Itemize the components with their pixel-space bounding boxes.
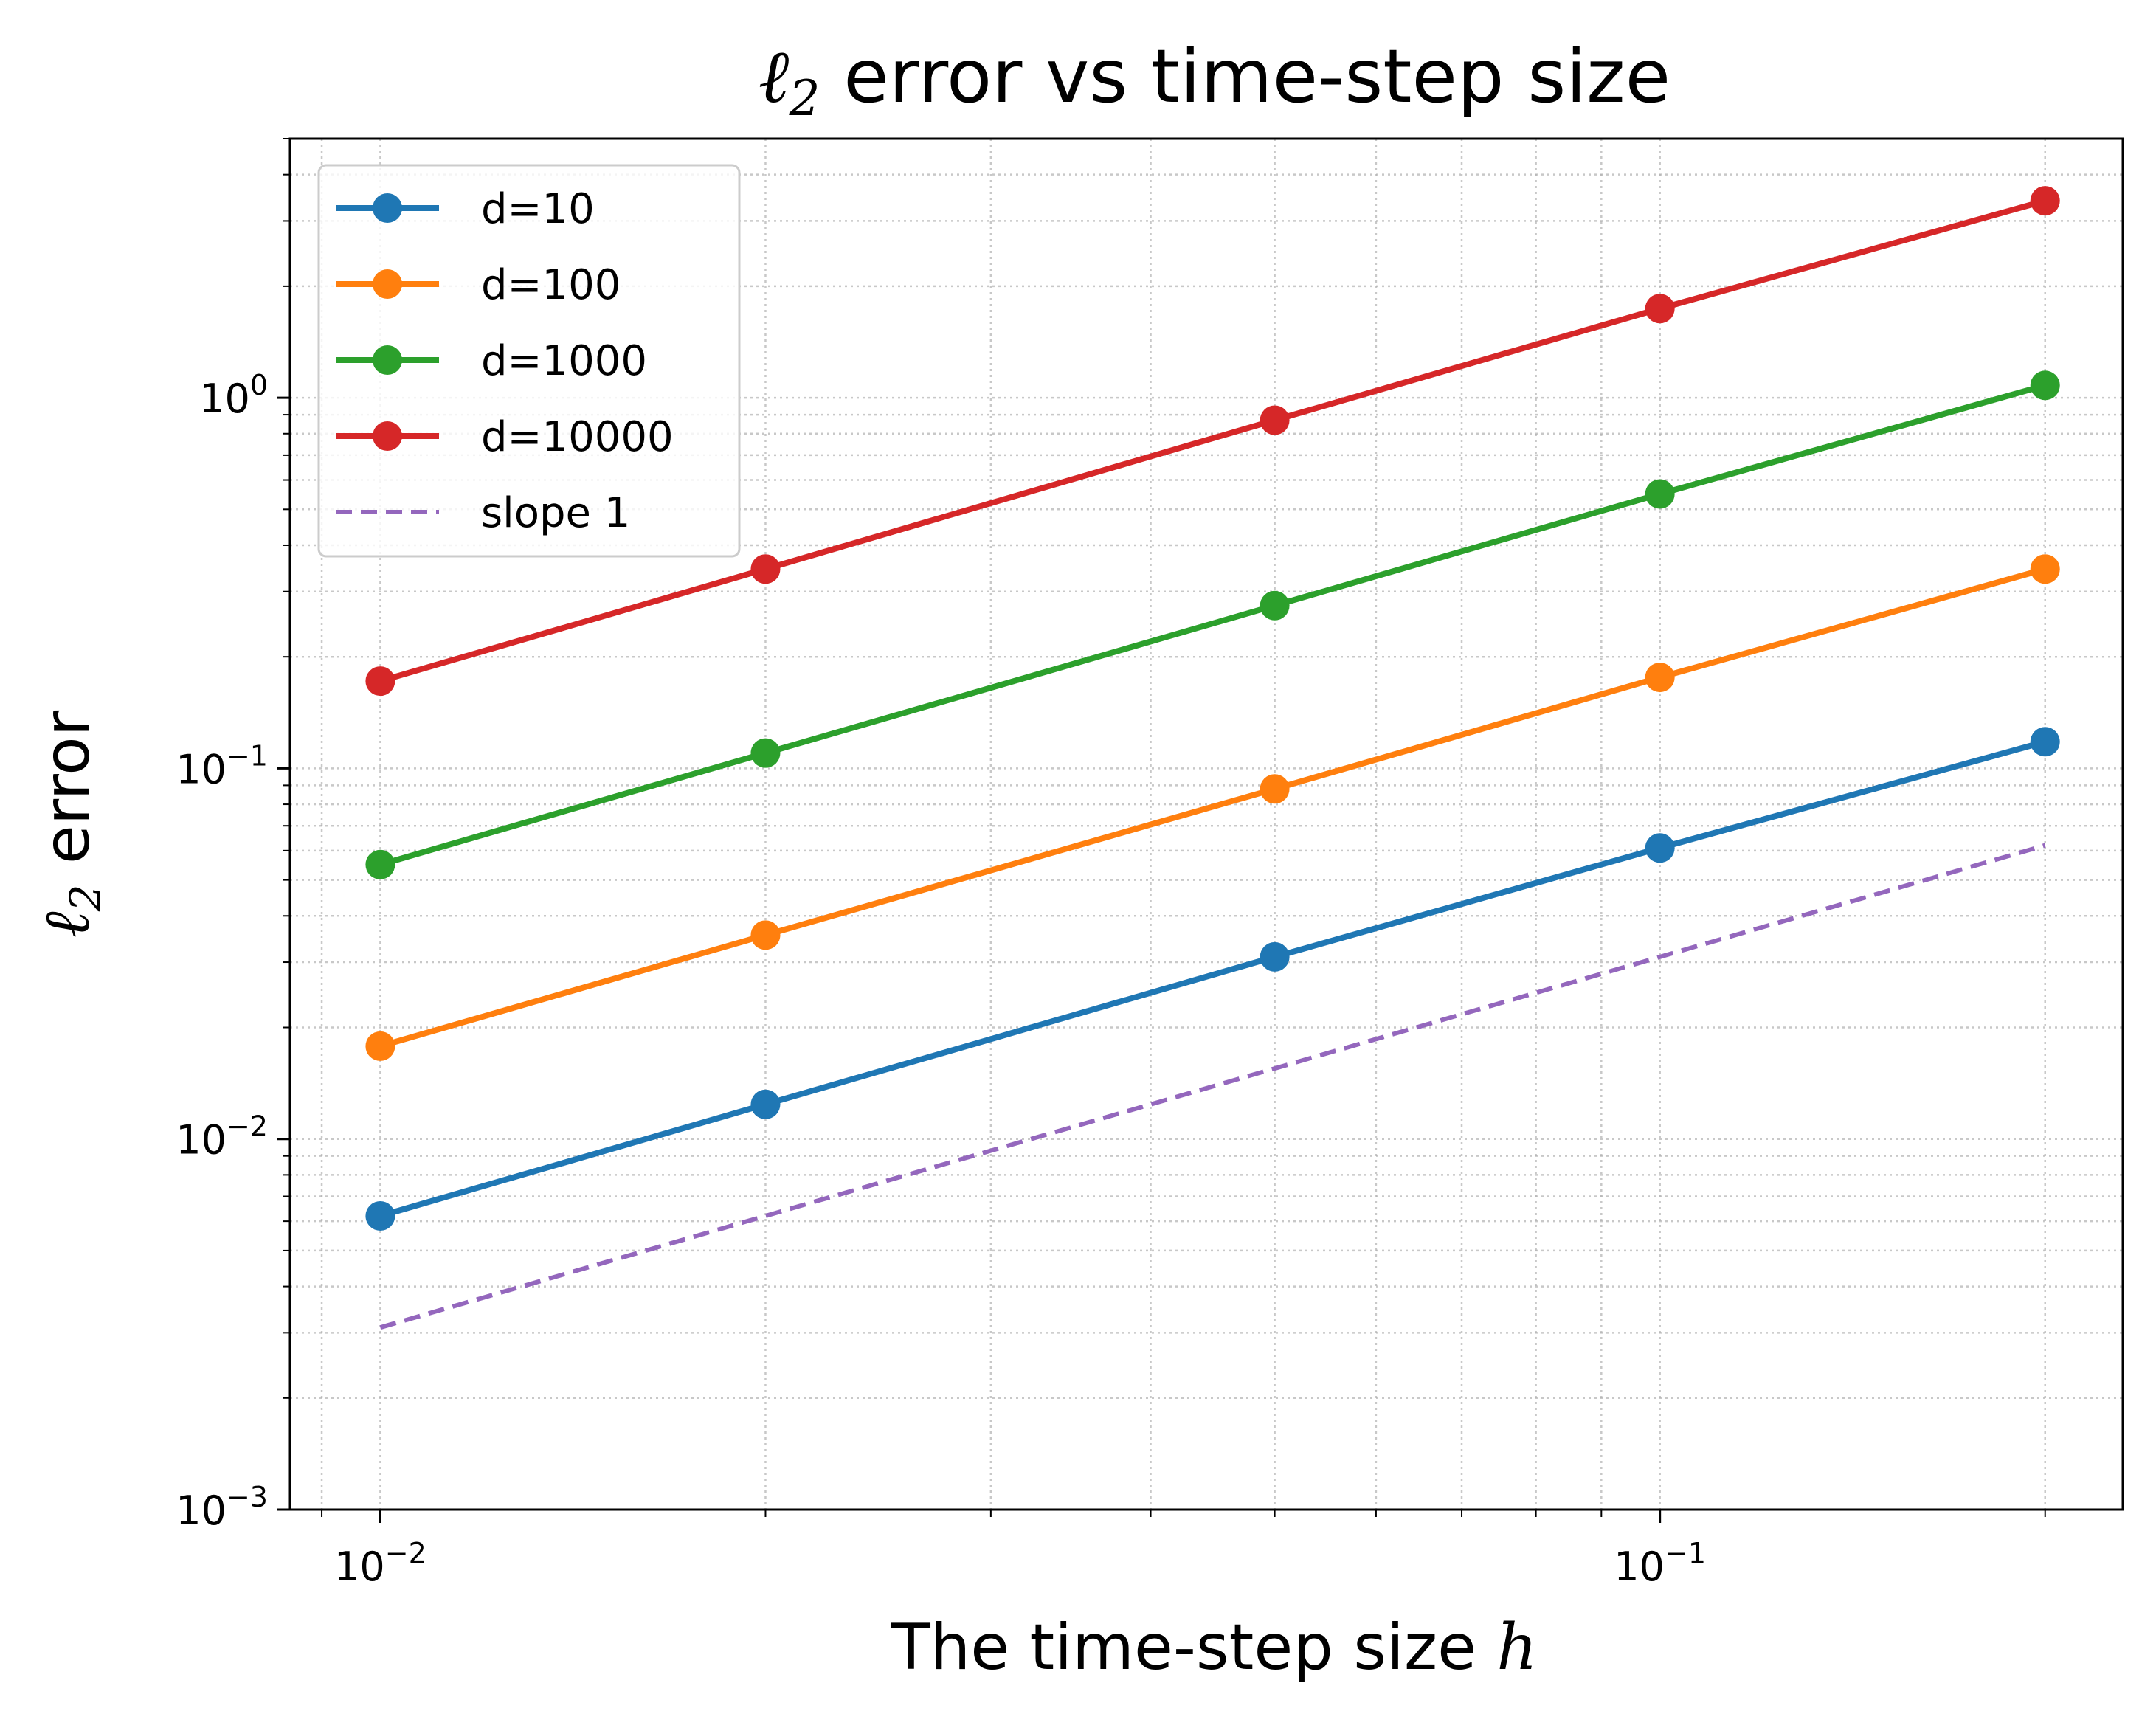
series-slope 1: [379, 843, 2046, 1330]
legend-item: d=10000: [336, 413, 674, 461]
data-point: [1645, 833, 1675, 863]
data-point: [365, 666, 395, 697]
axis-ticks: 10−2 10−1 10−3 10−2 10−1 100: [176, 138, 2046, 1590]
title-rest: error vs time-step size: [820, 33, 1670, 120]
legend-item: d=1000: [336, 337, 647, 385]
title-ell: ℓ: [759, 33, 790, 120]
data-point: [2030, 186, 2060, 216]
data-point: [750, 920, 781, 950]
series-d=10: [365, 727, 2060, 1231]
x-tick-label: 10−1: [1614, 1537, 1706, 1590]
y-label-sub: 2: [61, 884, 111, 912]
legend-label: d=10000: [481, 413, 674, 461]
legend-marker: [373, 421, 402, 451]
data-point: [2030, 727, 2060, 757]
legend-marker: [373, 269, 402, 299]
data-point: [750, 738, 781, 768]
x-tick-label: 10−2: [334, 1537, 426, 1590]
legend: d=10 d=100 d=1000 d=10000 slope 1: [317, 164, 741, 558]
data-point: [365, 1200, 395, 1231]
legend-item: d=100: [336, 261, 621, 309]
axes-frame: [288, 137, 2124, 1511]
legend-item: slope 1: [336, 489, 630, 537]
data-point: [365, 1031, 395, 1061]
legend-marker: [373, 193, 402, 223]
y-tick-label: 10−2: [176, 1110, 268, 1164]
data-point: [1260, 774, 1290, 804]
legend-item: d=10: [336, 185, 595, 233]
series-d=100: [365, 554, 2060, 1061]
data-point: [1645, 294, 1675, 324]
chart-title: ℓ2 error vs time-step size: [759, 33, 1670, 127]
y-label-rest: error: [30, 710, 104, 884]
y-label-ell: ℓ: [30, 911, 104, 938]
plot-series: [365, 186, 2060, 1330]
legend-marker: [373, 345, 402, 375]
legend-label: d=1000: [481, 337, 647, 385]
data-point: [1260, 590, 1290, 621]
data-point: [750, 1089, 781, 1119]
legend-items: d=10 d=100 d=1000 d=10000 slope 1: [336, 185, 674, 537]
legend-box: [317, 164, 741, 558]
legend-label: d=10: [481, 185, 595, 233]
data-point: [750, 554, 781, 584]
x-axis-label: The time-step size h: [891, 1611, 1537, 1684]
x-label-var: h: [1496, 1611, 1537, 1684]
data-point: [1645, 479, 1675, 509]
data-point: [1260, 405, 1290, 435]
y-axis-label: ℓ2 error: [30, 710, 111, 938]
data-point: [1260, 941, 1290, 972]
data-point: [2030, 554, 2060, 584]
data-point: [2030, 370, 2060, 401]
series-line: [379, 843, 2046, 1330]
data-point: [1645, 663, 1675, 693]
series-d=1000: [365, 370, 2060, 879]
series-d=10000: [365, 186, 2060, 697]
legend-label: slope 1: [481, 489, 630, 537]
x-label-text: The time-step size: [891, 1611, 1496, 1684]
title-sub: 2: [788, 70, 820, 127]
data-point: [365, 849, 395, 879]
y-tick-label: 100: [199, 369, 268, 422]
y-tick-label: 10−1: [176, 739, 268, 792]
legend-label: d=100: [481, 261, 621, 309]
y-tick-label: 10−3: [176, 1481, 268, 1534]
